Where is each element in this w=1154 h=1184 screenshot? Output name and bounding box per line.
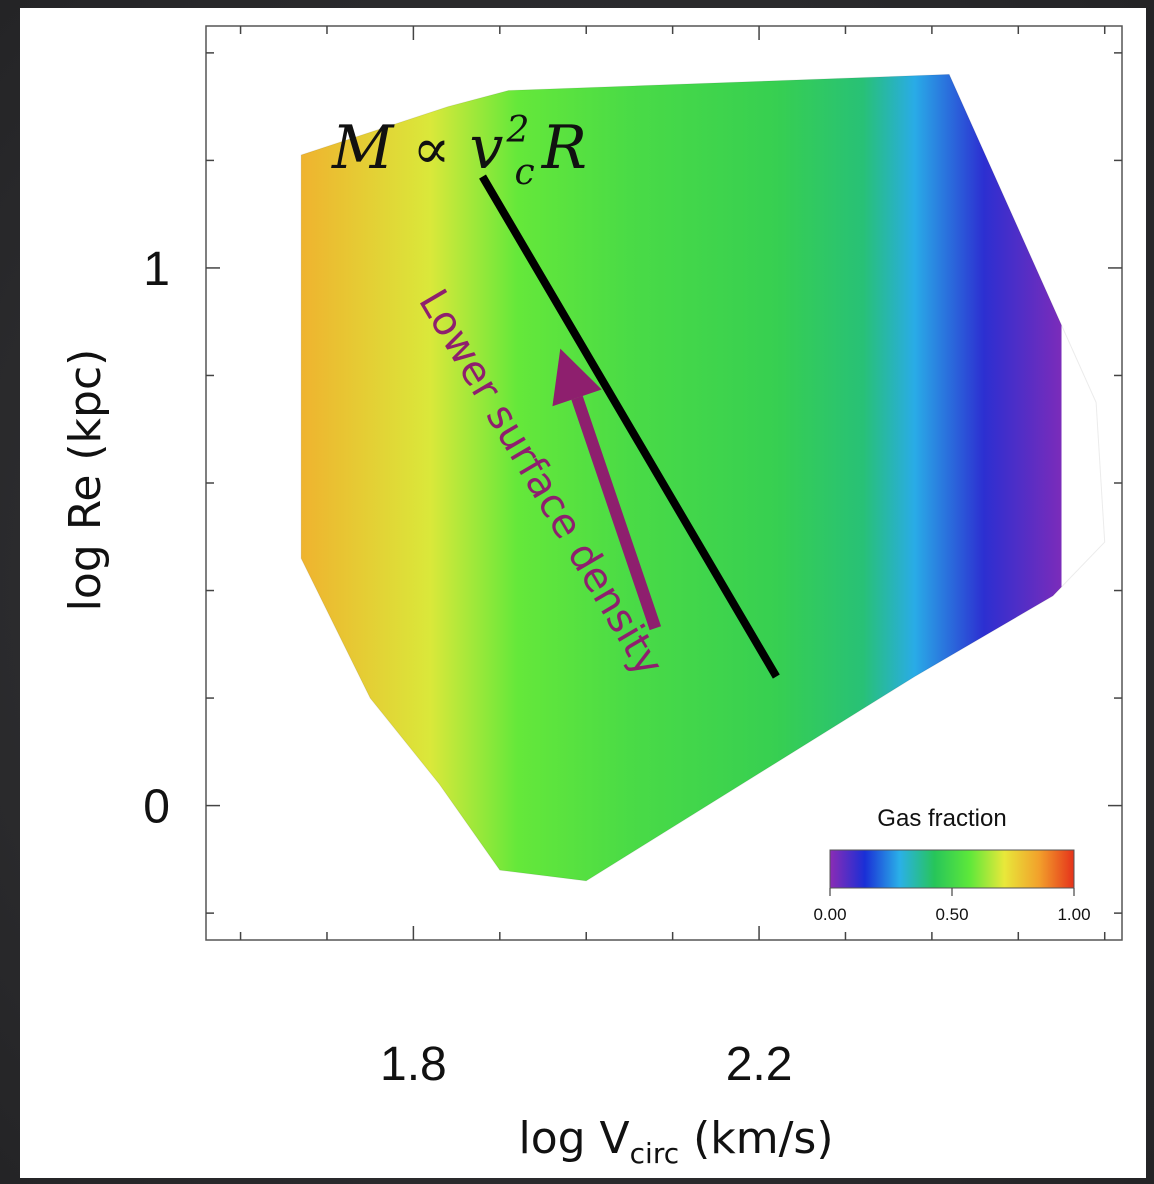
density-arrow-head bbox=[552, 348, 602, 407]
axis-ticks bbox=[206, 26, 1122, 940]
y-axis-label: log Re (kpc) bbox=[60, 349, 111, 612]
colorbar bbox=[829, 849, 1075, 889]
y-tick-label: 1 bbox=[143, 243, 170, 296]
colorbar-tick-label: 0.00 bbox=[813, 905, 846, 924]
figure-card: M ∝ v 2 c R Lower surface density Gas fr… bbox=[20, 8, 1146, 1178]
annotations bbox=[479, 174, 780, 679]
chart: M ∝ v 2 c R Lower surface density Gas fr… bbox=[60, 25, 1123, 1170]
colorbar-tick-label: 1.00 bbox=[1057, 905, 1090, 924]
x-axis-label: log Vcirc (km/s) bbox=[518, 1113, 833, 1170]
mass-scaling-line bbox=[479, 174, 780, 679]
region-outline bbox=[300, 73, 1106, 882]
colorbar-title: Gas fraction bbox=[877, 805, 1006, 832]
x-tick-label: 1.8 bbox=[380, 1038, 447, 1091]
colorbar-tick-label: 0.50 bbox=[935, 905, 968, 924]
density-arrow-shaft bbox=[571, 395, 662, 631]
equation-annotation: M ∝ v 2 c R bbox=[331, 110, 587, 193]
x-tick-label: 2.2 bbox=[726, 1038, 793, 1091]
y-tick-label: 0 bbox=[143, 781, 170, 834]
